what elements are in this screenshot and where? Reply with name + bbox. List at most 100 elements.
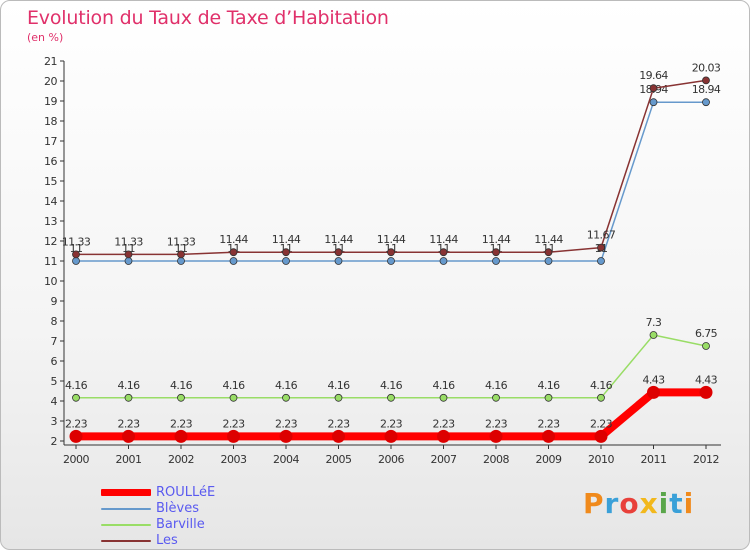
y-tick-label: 17 [44, 135, 57, 148]
x-tick-label: 2003 [221, 453, 247, 466]
x-tick-label: 2008 [483, 453, 509, 466]
y-tick-label: 13 [44, 215, 57, 228]
data-point [597, 257, 605, 265]
legend-label: Les Aulneaux [156, 533, 178, 548]
data-point [699, 385, 713, 399]
logo-letter: t [669, 487, 684, 520]
data-label: 11.33 [62, 235, 91, 248]
data-point [492, 257, 500, 265]
data-point [279, 429, 293, 443]
data-point [122, 429, 135, 443]
data-label: 2.23 [537, 417, 560, 430]
data-point [229, 257, 238, 265]
y-tick-label: 19 [44, 95, 57, 108]
data-label: 2.23 [327, 417, 350, 430]
data-label: 11.67 [587, 229, 616, 242]
data-point [177, 393, 185, 402]
y-tick-label: 3 [51, 415, 58, 428]
legend-label: Blèves [156, 501, 199, 516]
data-label: 2.23 [275, 417, 298, 430]
data-point [229, 248, 238, 257]
y-tick-label: 8 [51, 315, 58, 328]
data-point [72, 250, 80, 259]
data-label: 4.16 [275, 379, 298, 392]
data-point [649, 98, 658, 107]
y-tick-label: 9 [51, 295, 58, 308]
data-label: 2.23 [590, 417, 613, 430]
data-label: 18.94 [692, 83, 721, 96]
y-tick-label: 4 [51, 395, 58, 408]
data-point [72, 257, 80, 265]
x-tick-label: 2004 [273, 453, 299, 466]
data-point [124, 250, 133, 259]
x-tick-label: 2005 [326, 453, 352, 466]
y-tick-label: 18 [44, 115, 57, 128]
x-tick-label: 2010 [588, 453, 614, 466]
data-label: 11.44 [377, 233, 406, 246]
y-tick-label: 21 [44, 55, 57, 68]
data-point [489, 429, 503, 443]
proxiti-logo: Proxiti [583, 487, 694, 520]
data-point [282, 393, 290, 402]
y-tick-label: 15 [44, 175, 57, 188]
data-point [229, 393, 238, 402]
data-label: 4.16 [117, 379, 140, 392]
y-tick-label: 5 [51, 375, 58, 388]
legend-swatch [101, 540, 151, 542]
legend-label: Barville [156, 517, 205, 532]
data-point [702, 342, 710, 350]
x-tick-label: 2009 [536, 453, 562, 466]
data-label: 4.16 [432, 379, 455, 392]
data-point [492, 248, 500, 257]
data-point [174, 429, 188, 443]
data-label: 4.16 [380, 379, 403, 392]
data-point [334, 257, 343, 265]
data-point [177, 250, 185, 259]
data-label: 4.16 [222, 379, 245, 392]
legend-label: ROULLéE [156, 485, 216, 500]
x-tick-label: 2007 [431, 453, 457, 466]
data-point [227, 429, 240, 443]
data-label: 2.23 [117, 417, 140, 430]
data-point [439, 248, 448, 257]
data-point [124, 393, 133, 402]
logo-letter: r [604, 487, 620, 520]
data-label: 4.16 [327, 379, 350, 392]
data-label: 11.44 [482, 233, 511, 246]
data-point [439, 257, 448, 265]
y-tick-label: 7 [51, 335, 58, 348]
data-point [544, 393, 553, 402]
data-label: 11.44 [534, 233, 563, 246]
data-label: 2.23 [170, 417, 193, 430]
y-tick-label: 6 [51, 355, 58, 368]
data-point [544, 248, 553, 257]
data-point [542, 429, 555, 443]
y-tick-label: 20 [44, 75, 57, 88]
data-label: 4.16 [485, 379, 508, 392]
data-point [332, 429, 345, 443]
logo-letter: i [658, 487, 670, 520]
data-point [647, 385, 660, 399]
x-tick-label: 2002 [168, 453, 194, 466]
data-point [649, 331, 658, 339]
data-point [177, 257, 185, 265]
y-tick-label: 10 [44, 275, 57, 288]
data-point [334, 248, 343, 257]
chart-subtitle: (en %) [27, 31, 64, 44]
y-tick-label: 14 [44, 195, 57, 208]
data-label: 4.43 [642, 373, 665, 386]
data-label: 6.75 [695, 327, 718, 340]
data-point [72, 393, 80, 402]
legend-swatch [101, 524, 151, 526]
data-point [594, 429, 608, 443]
data-label: 4.16 [65, 379, 88, 392]
data-point [387, 393, 395, 402]
data-label: 4.16 [590, 379, 613, 392]
data-label: 11 [70, 242, 83, 255]
data-label: 4.16 [537, 379, 560, 392]
data-point [702, 98, 710, 107]
data-point [597, 243, 605, 252]
data-point [387, 257, 395, 265]
data-label: 2.23 [485, 417, 508, 430]
